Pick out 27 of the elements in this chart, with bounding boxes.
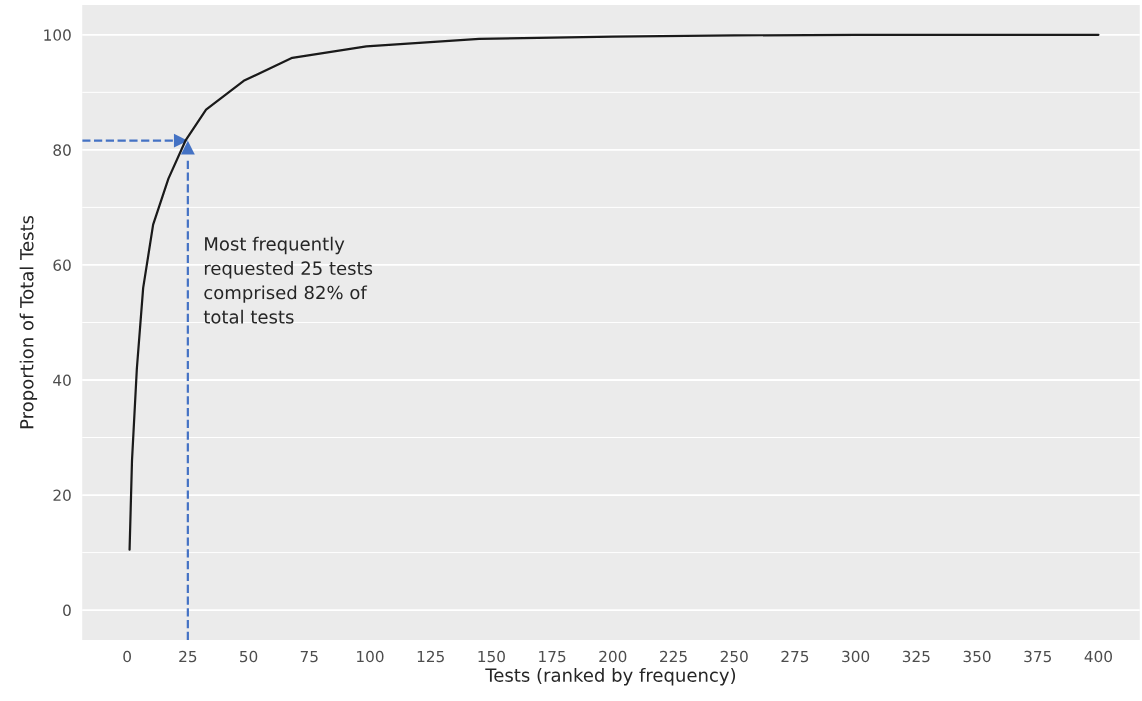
- annotation: Most frequently requested 25 tests comprised 82% of total tests: [203, 236, 373, 324]
- y-tick-label: 80: [53, 144, 71, 156]
- x-tick-label: 100: [357, 650, 384, 663]
- x-tick-label: 300: [842, 650, 870, 663]
- x-tick-label: 25: [179, 650, 197, 663]
- x-tick-label: 0: [123, 650, 131, 663]
- x-tick-label: 375: [1024, 650, 1051, 663]
- x-tick-label: 175: [539, 650, 566, 663]
- x-tick-label: 200: [599, 650, 627, 663]
- x-tick-label: 125: [417, 650, 444, 663]
- x-tick-label: 275: [781, 650, 809, 663]
- x-tick-label: 250: [720, 650, 748, 663]
- line-series: [128, 33, 1100, 551]
- x-tick-label: 150: [478, 650, 505, 663]
- x-tick-label: 50: [240, 650, 258, 663]
- y-axis-title: Proportion of Total Tests: [19, 215, 38, 429]
- y-tick-label: 100: [44, 29, 71, 41]
- y-tick-label: 0: [63, 604, 71, 617]
- x-tick-label: 400: [1084, 650, 1112, 663]
- x-tick-label: 350: [963, 650, 991, 663]
- x-axis-title: Tests (ranked by frequency): [485, 667, 736, 686]
- y-tick-label: 20: [53, 489, 71, 502]
- x-tick-label: 325: [902, 650, 930, 663]
- x-tick-label: 75: [300, 650, 318, 663]
- y-tick-label: 60: [53, 259, 71, 271]
- x-tick-label: 225: [660, 650, 687, 663]
- y-tick-label: 40: [53, 374, 71, 387]
